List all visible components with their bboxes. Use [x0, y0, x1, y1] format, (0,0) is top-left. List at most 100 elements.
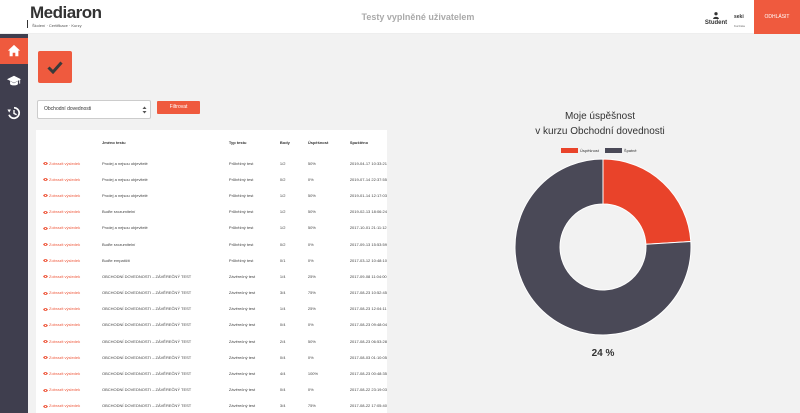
table-row: Zobrazit výsledek Buďte srozumitelní Průbě… — [36, 204, 387, 220]
cell-success: 0% — [307, 354, 314, 360]
cell-points: 0/2 — [279, 241, 286, 247]
chart-subtitle: v kurzu Obchodní dovednosti — [535, 126, 665, 137]
show-result-link[interactable]: Zobrazit výsledek — [36, 317, 102, 333]
cell-started: 2019-02-13 18:06:24 — [349, 209, 387, 215]
cell-points: 0/2 — [279, 176, 286, 182]
logo[interactable]: Mediaron Školení · Certifikace · Kurzy — [30, 4, 102, 28]
show-result-link[interactable]: Zobrazit výsledek — [36, 333, 102, 349]
cell-started: 2017-08-03 01:10:05 — [349, 354, 387, 360]
show-result-link[interactable]: Zobrazit výsledek — [36, 187, 102, 203]
cell-test-type: Závěrečný test — [228, 306, 256, 312]
show-result-label: Zobrazit výsledek — [49, 209, 81, 215]
cell-test-name: OBCHODNÍ DOVEDNOSTI – ZÁVĚREČNÝ TEST — [101, 322, 192, 328]
cell-test-type: Závěrečný test — [228, 371, 256, 377]
cell-success: 0% — [307, 387, 314, 393]
chart-percentage: 24 % — [591, 348, 615, 359]
cell-test-name: OBCHODNÍ DOVEDNOSTI – ZÁVĚREČNÝ TEST — [101, 338, 192, 344]
user-menu[interactable]: Student — [704, 12, 728, 26]
col-header-action — [36, 130, 102, 155]
show-result-label: Zobrazit výsledek — [49, 338, 81, 344]
chart-title: Moje úspěšnost — [564, 111, 636, 122]
show-result-link[interactable]: Zobrazit výsledek — [36, 398, 102, 413]
show-result-label: Zobrazit výsledek — [49, 273, 81, 279]
cell-points: 0/4 — [279, 387, 286, 393]
show-result-link[interactable]: Zobrazit výsledek — [36, 285, 102, 301]
course-select[interactable]: Obchodní dovednosti — [37, 100, 151, 119]
eye-icon — [43, 259, 48, 263]
col-header-started[interactable]: Spuštěno — [349, 140, 369, 145]
show-result-label: Zobrazit výsledek — [49, 306, 81, 312]
cell-test-name: Prodej a nejsou objevitelé — [101, 160, 148, 166]
cell-points: 4/4 — [279, 371, 286, 377]
cell-test-name: Buďte srozumitelní — [101, 209, 136, 215]
cell-test-type: Závěrečný test — [228, 387, 256, 393]
eye-icon — [43, 226, 48, 230]
cell-success: 50% — [307, 338, 316, 344]
check-icon — [47, 61, 63, 74]
donut-slice-wrong[interactable] — [514, 158, 692, 336]
sidebar-item-courses[interactable] — [0, 68, 28, 94]
donut-slice-success[interactable] — [602, 158, 692, 245]
cell-started: 2017-09-08 11:04:00 — [349, 273, 387, 279]
cell-started: 2017-08-23 10:52:45 — [349, 290, 387, 296]
legend-item-wrong[interactable]: Špatně — [604, 147, 637, 153]
logout-button[interactable]: ODHLÁSIT — [754, 0, 800, 34]
cell-started: 2017-09-13 15:53:59 — [349, 241, 387, 247]
cell-success: 75% — [307, 403, 316, 409]
select-arrows-icon — [142, 106, 147, 114]
cell-test-type: Závěrečný test — [228, 403, 256, 409]
show-result-link[interactable]: Zobrazit výsledek — [36, 268, 102, 284]
cell-points: 1/2 — [279, 209, 286, 215]
show-result-link[interactable]: Zobrazit výsledek — [36, 349, 102, 365]
cell-points: 0/4 — [279, 322, 286, 328]
cell-test-name: Buďte srozumitelní — [101, 241, 136, 247]
cell-test-type: Závěrečný test — [228, 338, 256, 344]
table-row: Zobrazit výsledek OBCHODNÍ DOVEDNOSTI – Z… — [36, 349, 387, 365]
show-result-link[interactable]: Zobrazit výsledek — [36, 204, 102, 220]
cell-success: 25% — [307, 306, 316, 312]
cell-started: 2017-08-23 12:04:11 — [349, 306, 387, 312]
eye-icon — [43, 291, 48, 295]
completed-tests-tile[interactable] — [38, 51, 72, 83]
eye-icon — [43, 210, 48, 214]
cell-points: 0/4 — [279, 354, 286, 360]
cell-success: 50% — [307, 225, 316, 231]
show-result-link[interactable]: Zobrazit výsledek — [36, 171, 102, 187]
table-row: Zobrazit výsledek OBCHODNÍ DOVEDNOSTI – Z… — [36, 285, 387, 301]
legend-item-success[interactable]: Úspěšnost — [561, 147, 599, 153]
cell-test-name: Prodej a nejsou objevitelé — [101, 225, 148, 231]
sidebar-item-history[interactable] — [0, 100, 28, 126]
sidebar-item-home[interactable] — [0, 38, 28, 64]
sidebar — [0, 34, 28, 413]
cell-points: 2/4 — [279, 338, 286, 344]
show-result-link[interactable]: Zobrazit výsledek — [36, 236, 102, 252]
cell-test-type: Průběžný test — [228, 160, 254, 166]
show-result-link[interactable]: Zobrazit výsledek — [36, 382, 102, 398]
show-result-link[interactable]: Zobrazit výsledek — [36, 220, 102, 236]
table-row: Zobrazit výsledek Prodej a nejsou objevit… — [36, 155, 387, 171]
chart-legend: Úspěšnost Špatně — [561, 146, 643, 154]
col-header-success[interactable]: Úspěšnost — [307, 140, 329, 145]
show-result-label: Zobrazit výsledek — [49, 192, 81, 198]
cell-points: 1/2 — [279, 225, 286, 231]
show-result-link[interactable]: Zobrazit výsledek — [36, 252, 102, 268]
cell-test-type: Závěrečný test — [228, 273, 256, 279]
show-result-label: Zobrazit výsledek — [49, 241, 81, 247]
cell-started: 2019-04-17 10:33:21 — [349, 160, 387, 166]
eye-icon — [43, 404, 48, 408]
eye-icon — [43, 356, 48, 360]
show-result-link[interactable]: Zobrazit výsledek — [36, 365, 102, 381]
cell-started: 2017-08-22 23:19:03 — [349, 387, 387, 393]
show-result-link[interactable]: Zobrazit výsledek — [36, 301, 102, 317]
cell-test-type: Průběžný test — [228, 225, 254, 231]
eye-icon — [43, 340, 48, 344]
cell-points: 1/4 — [279, 273, 286, 279]
col-header-points[interactable]: Body — [279, 140, 290, 145]
show-result-link[interactable]: Zobrazit výsledek — [36, 155, 102, 171]
donut-chart — [514, 158, 692, 336]
logo-tagline: Školení · Certifikace · Kurzy — [32, 23, 82, 28]
table-row: Zobrazit výsledek OBCHODNÍ DOVEDNOSTI – Z… — [36, 365, 387, 381]
filter-button[interactable]: Filtrovat — [157, 101, 200, 114]
col-header-test-name[interactable]: Jméno testu — [101, 140, 126, 145]
col-header-test-type[interactable]: Typ testu — [228, 140, 247, 145]
